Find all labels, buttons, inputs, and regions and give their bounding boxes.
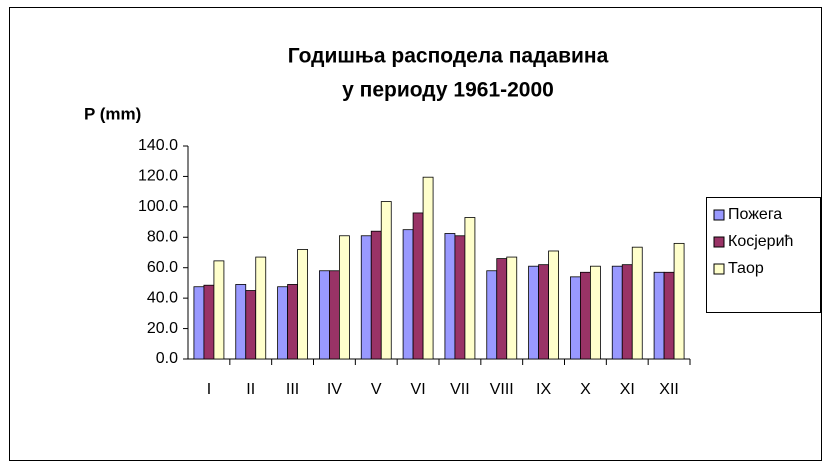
- bar: [255, 256, 267, 360]
- legend-swatch: [713, 263, 725, 275]
- bar: [412, 212, 424, 360]
- chart-title: у периоду 1961-2000: [342, 79, 554, 102]
- bar: [245, 290, 257, 360]
- bar: [653, 271, 665, 360]
- bar: [193, 286, 205, 360]
- chart-title: Годишња расподела падавина: [288, 45, 609, 68]
- bar: [663, 271, 675, 360]
- y-tick-label: 20.0: [147, 320, 178, 337]
- y-tick-label: 120.0: [138, 168, 178, 185]
- bar: [235, 284, 247, 360]
- bar: [402, 229, 414, 360]
- x-tick-label: III: [286, 381, 299, 398]
- bar: [486, 270, 498, 360]
- bar: [329, 270, 340, 360]
- bar: [570, 276, 581, 360]
- x-tick-label: II: [246, 381, 255, 398]
- legend-swatch: [713, 236, 725, 248]
- bar: [203, 284, 215, 360]
- bar: [277, 286, 288, 360]
- bar: [287, 284, 298, 360]
- bar: [297, 249, 308, 360]
- x-tick-label: VII: [450, 381, 470, 398]
- x-tick-label: IX: [536, 381, 551, 398]
- bar: [454, 235, 466, 360]
- y-tick-label: 0.0: [156, 350, 178, 367]
- y-axis-label: P (mm): [84, 104, 141, 123]
- y-tick-label: 80.0: [147, 229, 178, 246]
- bar: [621, 264, 633, 360]
- bar: [339, 235, 350, 360]
- bar: [464, 217, 476, 360]
- bar: [631, 246, 643, 360]
- bar: [422, 176, 434, 360]
- bar: [673, 242, 685, 360]
- x-tick-label: VI: [411, 381, 426, 398]
- bar: [380, 201, 392, 360]
- legend-label: Пожега: [728, 206, 782, 223]
- x-tick-label: XI: [620, 381, 635, 398]
- y-tick-label: 60.0: [147, 259, 178, 276]
- y-tick-label: 40.0: [147, 289, 178, 306]
- bar: [548, 250, 559, 360]
- bar: [538, 264, 549, 360]
- x-tick-label: IV: [327, 381, 342, 398]
- bar: [506, 256, 518, 360]
- y-tick-label: 140.0: [138, 137, 178, 154]
- legend-label: Таор: [728, 260, 764, 277]
- legend-swatch: [713, 209, 725, 221]
- x-tick-label: VIII: [490, 381, 514, 398]
- bar: [213, 260, 225, 360]
- bar: [360, 235, 372, 360]
- legend: [706, 197, 821, 313]
- bar: [496, 258, 508, 360]
- bar: [580, 271, 591, 360]
- bar: [370, 230, 382, 360]
- y-tick-label: 100.0: [138, 198, 178, 215]
- x-tick-label: I: [207, 381, 211, 398]
- x-tick-label: XII: [659, 381, 679, 398]
- bar: [319, 270, 330, 360]
- bar: [611, 265, 623, 360]
- x-tick-label: X: [580, 381, 591, 398]
- x-tick-label: V: [371, 381, 382, 398]
- legend-label: Косјерић: [728, 233, 793, 250]
- bar: [528, 265, 539, 360]
- bar: [590, 265, 601, 360]
- bar: [444, 233, 456, 360]
